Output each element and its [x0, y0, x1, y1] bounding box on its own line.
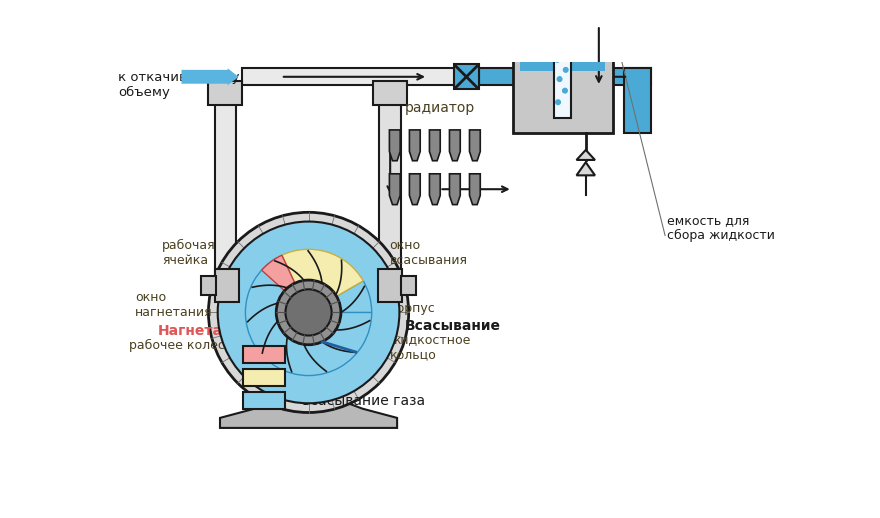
Circle shape: [276, 280, 341, 345]
Text: окно
всасывания: окно всасывания: [389, 239, 467, 267]
Bar: [479, 68, 651, 85]
Circle shape: [217, 222, 400, 404]
Circle shape: [561, 50, 566, 54]
Bar: [243, 369, 285, 386]
Polygon shape: [220, 395, 397, 428]
Bar: [379, 93, 401, 303]
Polygon shape: [389, 174, 400, 205]
Wedge shape: [282, 249, 363, 312]
Text: жидкостное
кольцо: жидкостное кольцо: [389, 333, 471, 361]
Polygon shape: [429, 174, 440, 205]
Bar: [373, 81, 407, 105]
Bar: [215, 93, 236, 303]
Text: к откачиваемому
объему: к откачиваемому объему: [119, 71, 240, 99]
Circle shape: [556, 100, 561, 105]
Text: корпус: корпус: [389, 302, 435, 315]
Polygon shape: [450, 174, 460, 205]
Wedge shape: [309, 281, 371, 312]
Wedge shape: [246, 258, 371, 376]
Text: - всасывание газа: - всасывание газа: [293, 394, 425, 408]
Text: Всасывание: Всасывание: [405, 319, 501, 333]
Text: Нагнетание: Нагнетание: [158, 324, 252, 338]
Bar: [215, 268, 239, 303]
Circle shape: [555, 57, 560, 62]
Bar: [378, 268, 402, 303]
Bar: [201, 276, 216, 295]
Bar: [401, 276, 416, 295]
Polygon shape: [409, 174, 421, 205]
Bar: [624, 68, 651, 133]
Text: - сжатие: - сжатие: [293, 371, 357, 385]
Text: - нагнетание: - нагнетание: [293, 348, 389, 362]
Bar: [243, 347, 285, 363]
Text: окно
нагнетания: окно нагнетания: [136, 291, 213, 319]
Text: радиатор: радиатор: [404, 102, 474, 116]
Polygon shape: [576, 150, 595, 160]
Polygon shape: [470, 174, 480, 205]
Polygon shape: [576, 162, 595, 176]
Polygon shape: [450, 130, 460, 161]
Circle shape: [285, 290, 332, 336]
Text: рабочая
ячейка: рабочая ячейка: [162, 239, 216, 267]
Bar: [513, 0, 612, 133]
Polygon shape: [409, 130, 421, 161]
Bar: [242, 68, 456, 85]
Bar: [209, 81, 242, 105]
Polygon shape: [470, 130, 480, 161]
Bar: [243, 393, 285, 409]
Polygon shape: [389, 130, 400, 161]
Bar: [554, 33, 571, 118]
FancyArrow shape: [181, 68, 238, 85]
Text: емкость для
сбора жидкости: емкость для сбора жидкости: [667, 213, 774, 242]
Circle shape: [209, 212, 408, 412]
Polygon shape: [429, 130, 440, 161]
Text: рабочее колесо: рабочее колесо: [129, 339, 232, 352]
Bar: [520, 0, 605, 71]
Wedge shape: [261, 255, 309, 312]
Circle shape: [562, 89, 568, 93]
Circle shape: [557, 77, 561, 81]
Circle shape: [563, 67, 568, 72]
Bar: [454, 64, 479, 89]
